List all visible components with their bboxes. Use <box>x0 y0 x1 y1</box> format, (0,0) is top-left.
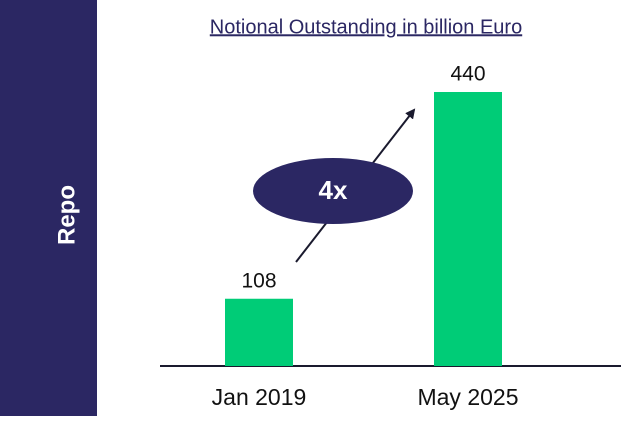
value-label: 108 <box>241 269 276 292</box>
chart-title: Notional Outstanding in billion Euro <box>210 16 522 38</box>
annotation-bubble <box>253 158 413 224</box>
side-label: Repo <box>53 185 80 245</box>
bar <box>434 92 502 366</box>
bar <box>225 298 293 366</box>
value-label: 440 <box>450 63 485 86</box>
side-panel <box>0 0 97 416</box>
annotation: 4x <box>319 175 348 205</box>
x-tick-label: May 2025 <box>417 384 518 410</box>
x-tick-label: Jan 2019 <box>212 384 307 410</box>
